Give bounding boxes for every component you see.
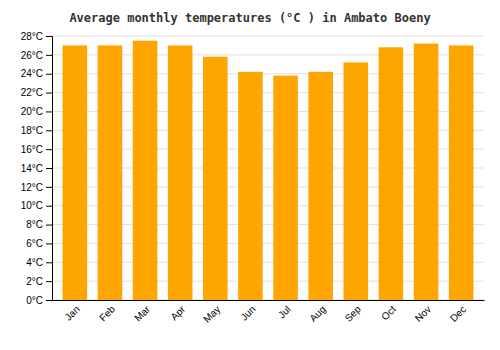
bar [133, 41, 158, 300]
bar [449, 45, 474, 300]
tick-label: 2°C [26, 276, 43, 287]
tick: 28°C [21, 31, 52, 42]
bar [63, 45, 88, 300]
tick: Nov [413, 304, 433, 324]
tick: 24°C [21, 68, 52, 79]
tick: 22°C [21, 87, 52, 98]
grid-line [52, 36, 484, 37]
bar [414, 44, 439, 300]
tick-mark [46, 55, 52, 56]
tick-mark [46, 36, 52, 37]
y-axis: 0°C 2°C 4°C 6°C 8°C 10°C 12°C 14°C 16°C 18°C 20°C 2… [21, 31, 53, 306]
tick-label: 16°C [21, 144, 43, 155]
tick-label: Mar [132, 303, 152, 323]
tick-mark [46, 187, 52, 188]
tick: Jan [63, 304, 82, 323]
tick: Mar [132, 303, 152, 323]
tick: Oct [379, 303, 398, 322]
tick-mark [46, 262, 52, 263]
tick-label: Feb [97, 303, 117, 323]
tick-label: 22°C [21, 87, 43, 98]
tick-mark [46, 93, 52, 94]
bars [63, 41, 474, 300]
tick-label: 4°C [26, 257, 43, 268]
axis-domain [46, 37, 53, 301]
tick: May [201, 304, 222, 325]
axis-domain [53, 300, 485, 301]
tick-mark [46, 74, 52, 75]
tick-label: 20°C [21, 106, 43, 117]
tick-mark [46, 206, 52, 207]
plot: 0°C 2°C 4°C 6°C 8°C 10°C 12°C 14°C 16°C 18°C 20°C 2… [21, 31, 485, 325]
tick: Jun [238, 304, 257, 323]
tick-mark [46, 149, 52, 150]
tick-label: 8°C [26, 219, 43, 230]
grid [52, 36, 484, 300]
tick-label: Nov [413, 304, 433, 324]
tick-label: 0°C [26, 295, 43, 306]
tick: 12°C [21, 182, 52, 193]
tick-label: 24°C [21, 68, 43, 79]
title: Average monthly temperatures (°C ) in Am… [69, 11, 430, 25]
tick-label: 28°C [21, 31, 43, 42]
tick-label: Jan [63, 304, 82, 323]
tick: Aug [307, 304, 327, 324]
tick: 2°C [26, 276, 52, 287]
tick: 14°C [21, 163, 52, 174]
tick-label: Aug [307, 304, 327, 324]
tick-label: Apr [168, 303, 187, 322]
tick-label: 6°C [26, 238, 43, 249]
tick-mark [46, 243, 52, 244]
tick-label: May [201, 304, 222, 325]
tick-label: 14°C [21, 163, 43, 174]
bar [344, 62, 369, 300]
bar [98, 45, 123, 300]
tick-label: 12°C [21, 182, 43, 193]
tick: 8°C [26, 219, 52, 230]
bar [238, 72, 263, 300]
tick-mark [46, 111, 52, 112]
tick-label: 26°C [21, 50, 43, 61]
tick-mark [46, 281, 52, 282]
x-axis: Jan Feb Mar Apr May Jun Jul Aug Sep Oct Nov Dec [53, 301, 485, 325]
bar [379, 47, 404, 300]
tick: Feb [97, 303, 117, 323]
bar [308, 72, 333, 300]
tick: 18°C [21, 125, 52, 136]
tick: 10°C [21, 200, 52, 211]
tick-label: 18°C [21, 125, 43, 136]
tick: 0°C [26, 295, 52, 306]
tick-label: Jul [276, 304, 293, 321]
tick: Jul [276, 304, 293, 321]
tick: Apr [168, 303, 187, 322]
tick-label: Jun [238, 304, 257, 323]
chart: 0°C 2°C 4°C 6°C 8°C 10°C 12°C 14°C 16°C 18°C 20°C 2… [0, 0, 500, 350]
tick-label: Sep [343, 303, 364, 324]
tick: 20°C [21, 106, 52, 117]
bar [273, 76, 298, 300]
tick-mark [46, 130, 52, 131]
tick-label: Oct [379, 303, 398, 322]
tick-mark [46, 168, 52, 169]
tick-label: Dec [448, 304, 468, 324]
tick: Sep [343, 303, 364, 324]
tick-label: 10°C [21, 200, 43, 211]
tick: 26°C [21, 50, 52, 61]
tick-mark [46, 300, 52, 301]
bar [168, 45, 193, 300]
tick: 16°C [21, 144, 52, 155]
tick: Dec [448, 304, 468, 324]
tick-mark [46, 225, 52, 226]
tick: 4°C [26, 257, 52, 268]
tick: 6°C [26, 238, 52, 249]
bar [203, 57, 228, 300]
